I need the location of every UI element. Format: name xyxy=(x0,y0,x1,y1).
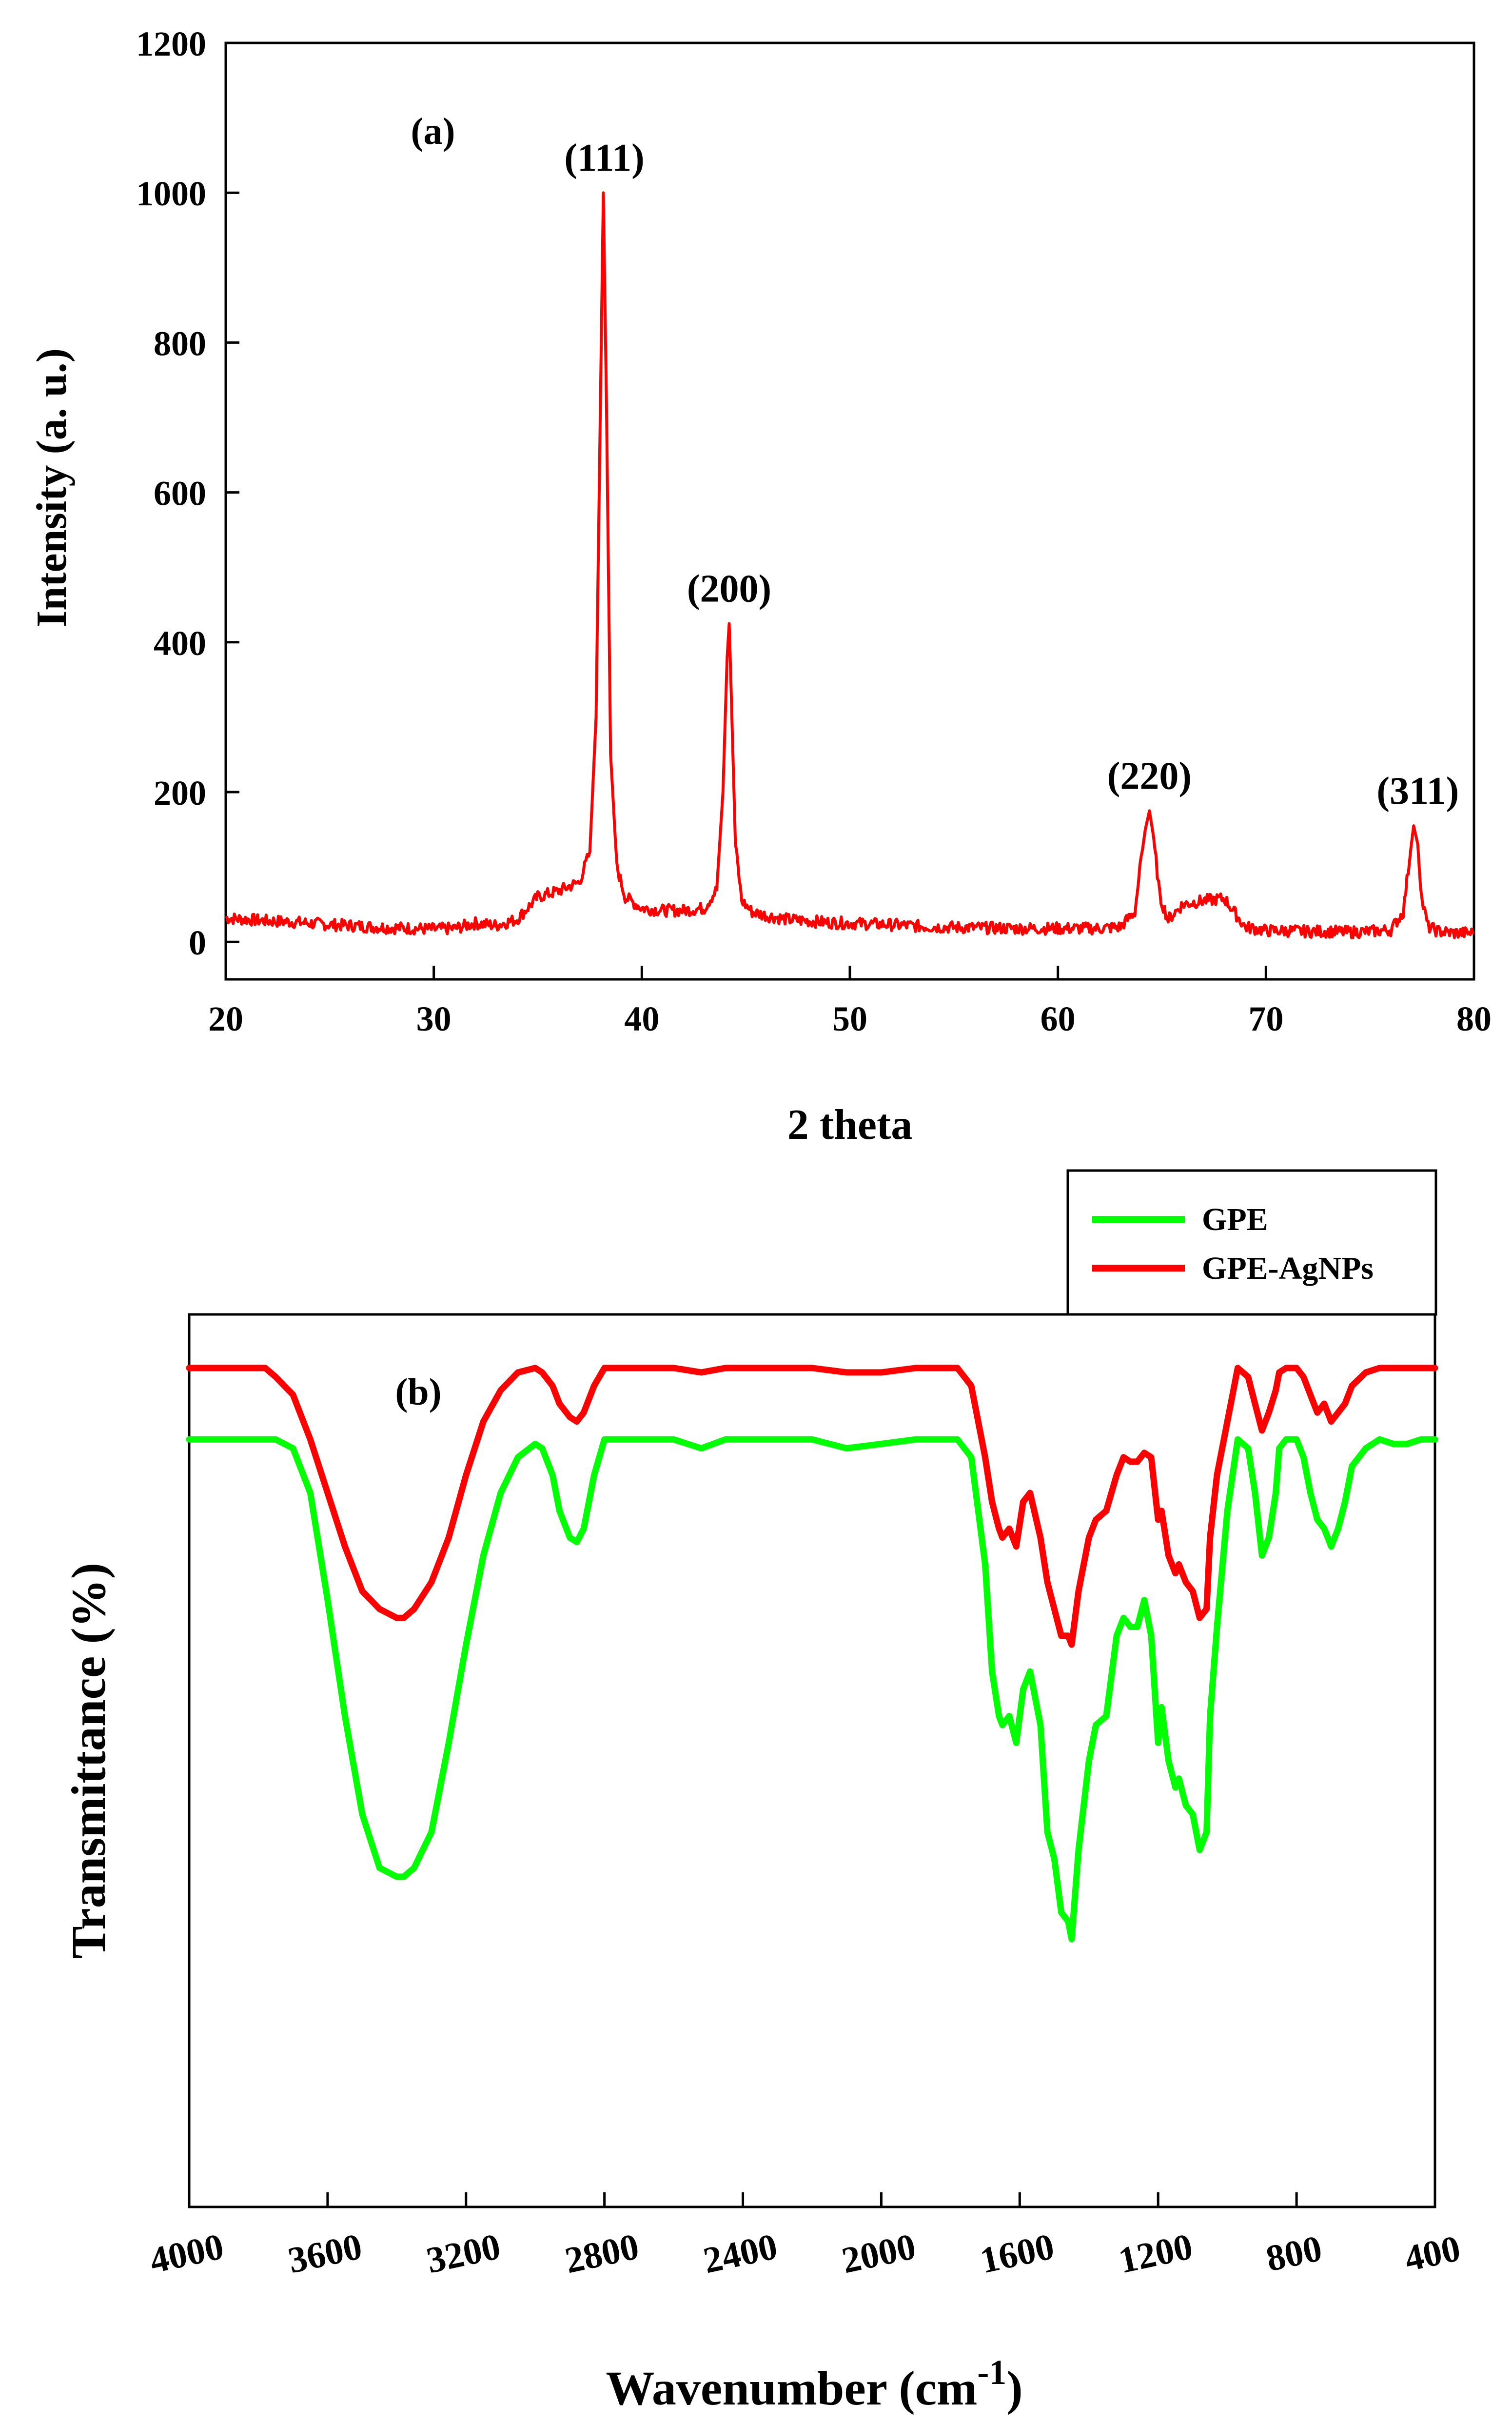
ftir-x-tick-labels: 4000 3600 3200 2800 2400 2000 1600 1200 800 400 xyxy=(146,2226,1464,2282)
y-tick-label: 1000 xyxy=(136,174,206,213)
x-tick-label: 30 xyxy=(416,999,452,1038)
ftir-series xyxy=(186,1365,1438,1943)
ftir-series-line-gpe xyxy=(186,1436,1438,1943)
panel-label-b: (b) xyxy=(395,1371,441,1413)
x-tick-label: 20 xyxy=(208,999,243,1038)
y-tick-label: 1200 xyxy=(136,24,206,63)
legend-box xyxy=(1066,1169,1437,1316)
x-tick-label: 60 xyxy=(1041,999,1076,1038)
ftir-x-axis-label-sup: -1 xyxy=(977,2353,1006,2392)
legend-label-gpe-agnps: GPE-AgNPs xyxy=(1202,1251,1374,1286)
xrd-series xyxy=(225,191,1474,939)
xrd-axis-ticks xyxy=(224,41,1475,979)
x-tick-label: 400 xyxy=(1401,2228,1464,2280)
xrd-y-axis-label: Intensity (a. u.) xyxy=(28,348,76,627)
xrd-x-axis-label: 2 theta xyxy=(787,1101,913,1149)
ftir-chart: 4000 3600 3200 2800 2400 2000 1600 1200 800 400 (… xyxy=(61,1169,1464,2415)
ftir-axis-ticks xyxy=(188,2192,1436,2207)
ftir-x-axis-label-main: Wavenumber (cm xyxy=(606,2361,977,2415)
ftir-plot-frame xyxy=(188,1313,1436,2208)
xrd-peak-labels: (111) (200) (220) (311) xyxy=(564,137,1459,813)
x-tick-label: 70 xyxy=(1248,999,1283,1038)
ftir-y-axis-label: Transmittance (%) xyxy=(61,1563,116,1959)
xrd-series-line xyxy=(225,191,1474,939)
x-tick-label: 40 xyxy=(624,999,659,1038)
x-tick-label: 3600 xyxy=(285,2226,366,2282)
x-tick-label: 2000 xyxy=(838,2226,919,2282)
xrd-y-tick-labels: 0 200 400 600 800 1000 1200 xyxy=(136,24,206,962)
ftir-x-axis-label: Wavenumber (cm-1) xyxy=(606,2353,1022,2415)
y-tick-label: 600 xyxy=(154,474,206,513)
x-tick-label: 3200 xyxy=(423,2226,504,2282)
y-tick-label: 200 xyxy=(154,774,206,813)
ftir-series-line-gpe-agnps xyxy=(186,1365,1438,1648)
peak-label: (311) xyxy=(1376,770,1459,813)
x-tick-label: 1600 xyxy=(977,2226,1058,2282)
y-tick-label: 800 xyxy=(154,324,206,363)
x-tick-label: 2400 xyxy=(700,2226,781,2282)
y-tick-label: 0 xyxy=(189,923,206,962)
legend-label-gpe: GPE xyxy=(1202,1202,1268,1237)
peak-label: (220) xyxy=(1107,755,1192,797)
xrd-plot-frame xyxy=(224,41,1475,981)
x-tick-label: 800 xyxy=(1262,2228,1325,2280)
xrd-x-tick-labels: 20 30 40 50 60 70 80 xyxy=(208,999,1492,1038)
y-tick-label: 400 xyxy=(154,624,206,663)
xrd-chart: 0 200 400 600 800 1000 1200 20 30 40 50 60 70 80 (11… xyxy=(28,24,1492,1149)
peak-label: (200) xyxy=(687,567,771,610)
ftir-x-axis-label-end: ) xyxy=(1006,2361,1022,2415)
ftir-legend: GPE GPE-AgNPs xyxy=(1066,1169,1437,1316)
peak-label: (111) xyxy=(564,137,644,179)
x-tick-label: 4000 xyxy=(146,2226,227,2282)
x-tick-label: 1200 xyxy=(1115,2226,1196,2282)
panel-label-a: (a) xyxy=(411,110,455,152)
x-tick-label: 80 xyxy=(1456,999,1492,1038)
x-tick-label: 2800 xyxy=(561,2226,642,2282)
x-tick-label: 50 xyxy=(832,999,867,1038)
